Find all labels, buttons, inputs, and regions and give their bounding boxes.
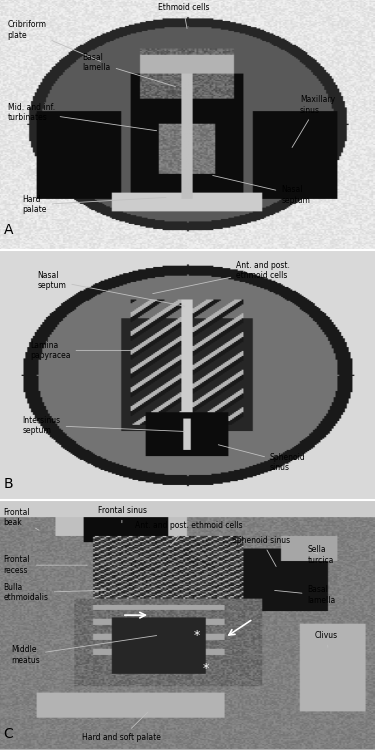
Text: Nasal
septum: Nasal septum xyxy=(38,271,185,306)
Text: *: * xyxy=(194,628,200,641)
Text: A: A xyxy=(4,224,13,237)
Text: Intersinus
septum: Intersinus septum xyxy=(22,416,185,435)
Text: Sella
turcica: Sella turcica xyxy=(308,545,334,565)
Text: Ant. and post. ethmoid cells: Ant. and post. ethmoid cells xyxy=(135,520,243,546)
Text: Frontal
beak: Frontal beak xyxy=(4,508,39,530)
Text: Ant. and post.
ethmoid cells: Ant. and post. ethmoid cells xyxy=(153,261,290,294)
Text: Lamina
papyracea: Lamina papyracea xyxy=(30,340,132,360)
Text: Sphenoid sinus: Sphenoid sinus xyxy=(232,536,291,566)
Text: Hard
palate: Hard palate xyxy=(22,195,166,214)
Text: Middle
meatus: Middle meatus xyxy=(11,635,157,664)
Text: Basal
lamella: Basal lamella xyxy=(82,53,176,86)
Text: Frontal sinus: Frontal sinus xyxy=(98,506,147,523)
Text: Basal
lamella: Basal lamella xyxy=(274,586,336,604)
Text: B: B xyxy=(4,477,13,490)
Text: Clivus: Clivus xyxy=(315,631,338,647)
Text: Nasal
septum: Nasal septum xyxy=(213,176,310,205)
Text: Cribriform
plate: Cribriform plate xyxy=(8,20,101,62)
Text: Bulla
ethmoidalis: Bulla ethmoidalis xyxy=(4,583,106,602)
Text: Mid. and inf.
turbinates: Mid. and inf. turbinates xyxy=(8,103,157,130)
Text: Ethmoid cells: Ethmoid cells xyxy=(158,3,209,29)
Text: Sphenoid
sinus: Sphenoid sinus xyxy=(218,445,306,472)
Text: *: * xyxy=(203,662,209,675)
Text: C: C xyxy=(4,727,13,740)
Text: Maxillary
sinus: Maxillary sinus xyxy=(292,95,335,148)
Text: Frontal
recess: Frontal recess xyxy=(4,556,87,575)
Text: Hard and soft palate: Hard and soft palate xyxy=(82,712,161,742)
